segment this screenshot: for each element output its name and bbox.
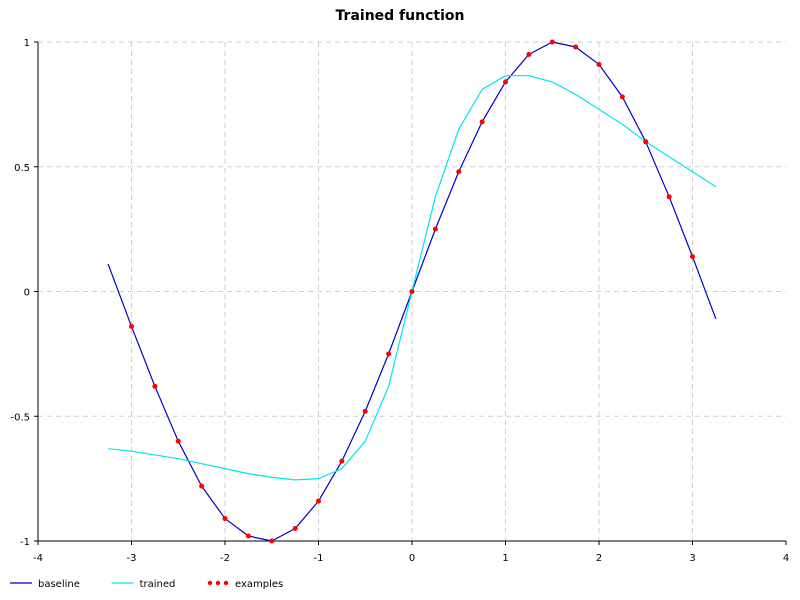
examples-point — [409, 289, 415, 294]
legend-label: examples — [235, 579, 283, 590]
x-tick-label: 3 — [689, 553, 695, 564]
x-tick-label: -2 — [220, 553, 230, 564]
x-tick-label: -4 — [33, 553, 43, 564]
legend-item-trained: trained — [111, 579, 176, 590]
examples-point — [386, 351, 392, 357]
examples-point — [199, 483, 205, 489]
legend-item-baseline: baseline — [10, 579, 80, 590]
legend-swatch — [207, 580, 213, 586]
examples-point — [619, 94, 625, 100]
series-layer — [107, 39, 717, 544]
examples-point — [432, 226, 438, 232]
x-tick-label: 1 — [502, 553, 508, 564]
examples-point — [269, 538, 275, 544]
examples-point — [152, 383, 158, 389]
legend-label: trained — [140, 579, 176, 590]
chart-title: Trained function — [336, 8, 465, 24]
examples-point — [690, 254, 695, 260]
x-tick-label: 2 — [596, 553, 602, 564]
y-tick-label: -0.5 — [10, 412, 30, 423]
legend-swatch — [223, 580, 229, 586]
x-tick-label: -1 — [314, 553, 324, 564]
legend-item-examples: examples — [207, 579, 283, 590]
series-examples — [129, 39, 695, 544]
legend-swatch — [215, 580, 221, 586]
examples-point — [479, 119, 485, 125]
examples-point — [643, 139, 649, 145]
examples-point — [456, 169, 462, 175]
examples-point — [526, 51, 532, 57]
legend: baseline trained examples — [10, 579, 283, 590]
x-tick-label: 0 — [409, 553, 415, 564]
y-axis-ticks: -1 -0.5 0 0.5 1 — [10, 38, 38, 548]
examples-point — [666, 194, 672, 200]
y-tick-label: 1 — [24, 38, 30, 49]
legend-label: baseline — [38, 579, 80, 590]
x-tick-label: 4 — [783, 553, 789, 564]
y-tick-label: -1 — [20, 537, 30, 548]
examples-point — [175, 438, 181, 444]
examples-point — [316, 498, 321, 504]
examples-point — [129, 323, 134, 329]
examples-point — [339, 458, 345, 464]
examples-point — [222, 516, 228, 522]
y-tick-label: 0 — [24, 288, 30, 299]
examples-point — [292, 526, 298, 532]
x-axis-ticks: -4 -3 -2 -1 0 1 2 3 4 — [33, 541, 789, 564]
examples-point — [573, 44, 579, 50]
examples-point — [245, 533, 251, 539]
examples-point — [596, 61, 602, 67]
examples-point — [362, 408, 368, 414]
examples-point — [503, 79, 508, 85]
x-tick-label: -3 — [127, 553, 137, 564]
y-tick-label: 0.5 — [14, 163, 30, 174]
examples-point — [549, 39, 555, 45]
